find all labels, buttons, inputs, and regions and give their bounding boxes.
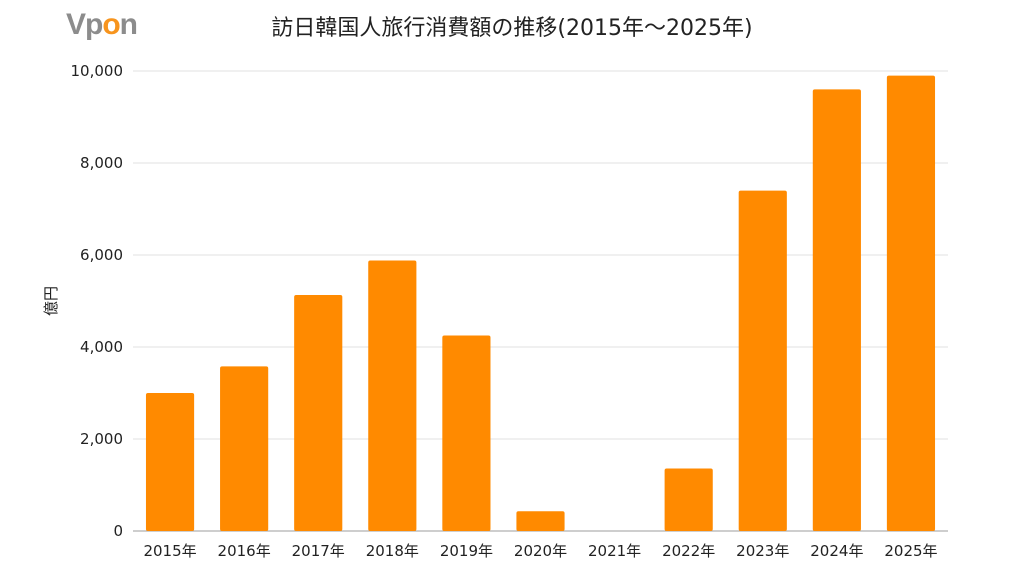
bar-2017年: [294, 295, 343, 531]
bar-2024年: [812, 89, 861, 532]
y-axis-label: 億円: [42, 286, 60, 316]
bar-2016年: [220, 366, 269, 531]
y-tick-label: 0: [113, 522, 123, 540]
bar-2022年: [664, 468, 713, 531]
logo-prefix: Vp: [66, 8, 103, 41]
bar-2020年: [516, 511, 565, 531]
bar-2025年: [886, 75, 936, 531]
x-tick-label: 2020年: [514, 542, 567, 560]
x-tick-label: 2021年: [588, 542, 641, 560]
y-tick-label: 2,000: [80, 430, 123, 448]
y-tick-label: 8,000: [80, 154, 123, 172]
x-tick-label: 2022年: [662, 542, 715, 560]
x-tick-label: 2023年: [736, 542, 789, 560]
logo-accent: o: [102, 8, 120, 41]
bars: [145, 75, 936, 532]
bar-2018年: [368, 260, 417, 531]
vpon-logo: Vpon: [66, 8, 138, 42]
x-tick-label: 2017年: [292, 542, 345, 560]
x-tick-label: 2018年: [366, 542, 419, 560]
logo-suffix: n: [119, 8, 138, 41]
y-tick-label: 10,000: [71, 62, 124, 80]
x-tick-label: 2019年: [440, 542, 493, 560]
x-tick-label: 2024年: [810, 542, 863, 560]
y-tick-label: 6,000: [80, 246, 123, 264]
x-tick-label: 2025年: [884, 542, 937, 560]
x-tick-label: 2015年: [143, 542, 196, 560]
x-axis-ticks: 2015年 2016年 2017年 2018年 2019年 2020年 2021年 2022年…: [143, 542, 937, 560]
bar-2019年: [442, 335, 491, 531]
chart-title: 訪日韓国人旅行消費額の推移(2015年～2025年): [271, 16, 753, 41]
y-axis-ticks: 0 2,000 4,000 6,000 8,000 10,000: [71, 62, 124, 540]
bar-2023年: [738, 190, 787, 531]
y-tick-label: 4,000: [80, 338, 123, 356]
x-tick-label: 2016年: [218, 542, 271, 560]
bar-2015年: [145, 393, 195, 531]
